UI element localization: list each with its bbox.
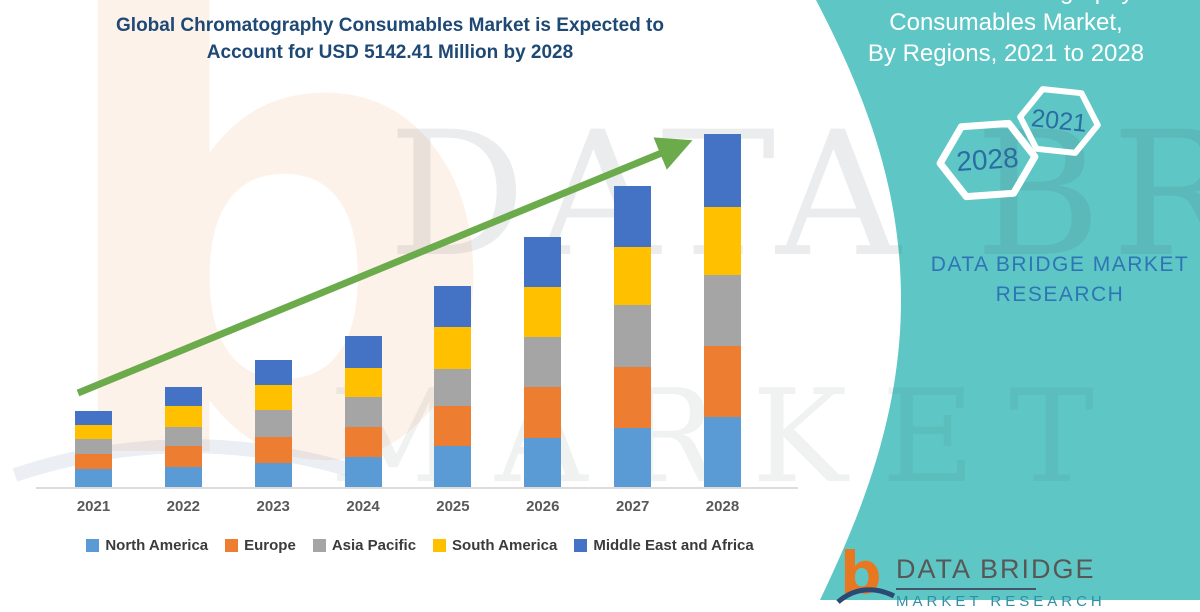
bar-2028-asia-pacific bbox=[703, 274, 741, 346]
bar-2023-europe bbox=[254, 436, 292, 463]
legend-item-north-america: North America bbox=[86, 537, 208, 554]
bar-2027-europe bbox=[614, 366, 652, 428]
bar-2026-north-america bbox=[524, 437, 562, 487]
bar-2021-middle-east-and-africa bbox=[75, 410, 112, 426]
bar-2024-europe bbox=[344, 427, 382, 457]
bar-2028-north-america bbox=[703, 416, 741, 487]
hexagon-2028-icon bbox=[936, 119, 1039, 201]
bar-2028-middle-east-and-africa bbox=[703, 134, 741, 207]
bar-2024-asia-pacific bbox=[344, 397, 382, 427]
bar-2027-middle-east-and-africa bbox=[614, 185, 652, 247]
side-panel-brand-text: DATA BRIDGE MARKET RESEARCH bbox=[920, 250, 1200, 310]
bar-2028-south-america bbox=[703, 206, 741, 275]
bar-2021-south-america bbox=[75, 425, 112, 440]
chart-title-line1: Global Chromatography Consumables Market… bbox=[116, 15, 664, 36]
bar-2023-middle-east-and-africa bbox=[254, 360, 292, 386]
bar-2026-south-america bbox=[524, 286, 562, 337]
footer-logo-title: DATA BRIDGE bbox=[896, 554, 1096, 584]
legend-item-europe: Europe bbox=[225, 537, 296, 554]
x-axis-label-2027: 2027 bbox=[615, 498, 650, 515]
bar-2021-europe bbox=[75, 454, 112, 470]
bar-2027-south-america bbox=[614, 246, 652, 305]
side-panel-heading-line2: By Regions, 2021 to 2028 bbox=[867, 40, 1145, 67]
x-axis-label-2022: 2022 bbox=[166, 498, 201, 515]
legend-swatch-icon bbox=[225, 539, 239, 552]
legend-label: South America bbox=[452, 537, 558, 554]
legend-swatch-icon bbox=[86, 539, 100, 552]
side-panel-heading-clipped-line: Global Chromatography bbox=[818, 0, 1194, 7]
bar-2026-middle-east-and-africa bbox=[524, 236, 562, 287]
bar-2024-middle-east-and-africa bbox=[344, 335, 382, 368]
legend-swatch-icon bbox=[433, 539, 447, 552]
side-panel-heading: Global Chromatography Consumables Market… bbox=[818, 0, 1194, 69]
bar-2027-asia-pacific bbox=[614, 304, 652, 367]
logo-swoosh-icon bbox=[836, 587, 896, 604]
legend-label: North America bbox=[105, 537, 209, 554]
legend-swatch-icon bbox=[574, 539, 588, 552]
legend-label: Asia Pacific bbox=[331, 537, 417, 554]
legend-item-asia-pacific: Asia Pacific bbox=[312, 537, 417, 554]
hexagon-2021-icon bbox=[1017, 86, 1101, 156]
bar-2028-europe bbox=[703, 345, 741, 417]
chart-title: Global Chromatography Consumables Market… bbox=[40, 12, 740, 66]
legend-swatch-icon bbox=[312, 539, 326, 552]
bar-2023-south-america bbox=[254, 385, 292, 410]
x-axis-label-2021: 2021 bbox=[76, 498, 111, 515]
footer-logo-rule bbox=[896, 588, 1036, 590]
bar-2022-europe bbox=[164, 446, 202, 467]
x-axis-label-2028: 2028 bbox=[705, 498, 740, 515]
legend-label: Europe bbox=[244, 537, 296, 554]
brand-line1: DATA BRIDGE MARKET bbox=[930, 253, 1190, 276]
bar-2022-south-america bbox=[164, 406, 202, 427]
bar-2025-south-america bbox=[434, 327, 472, 369]
bar-2025-middle-east-and-africa bbox=[434, 286, 472, 328]
x-axis-line bbox=[36, 487, 798, 489]
x-axis-label-2026: 2026 bbox=[526, 498, 560, 515]
bar-2025-north-america bbox=[434, 446, 472, 487]
bar-2022-asia-pacific bbox=[164, 426, 202, 447]
bar-2024-north-america bbox=[344, 457, 382, 487]
legend-item-middle-east-and-africa: Middle East and Africa bbox=[574, 537, 754, 554]
bar-2027-north-america bbox=[614, 427, 652, 487]
chart-legend: North America Europe Asia Pacific South Ame… bbox=[40, 537, 800, 554]
bar-2022-middle-east-and-africa bbox=[164, 386, 202, 407]
side-panel-heading-line1: Consumables Market, bbox=[889, 9, 1123, 36]
bar-2025-europe bbox=[434, 406, 472, 447]
bar-2023-north-america bbox=[254, 462, 292, 487]
bar-2026-asia-pacific bbox=[524, 336, 562, 387]
bar-2021-north-america bbox=[75, 469, 112, 487]
brand-line2: RESEARCH bbox=[995, 283, 1125, 306]
x-axis-label-2025: 2025 bbox=[436, 498, 470, 515]
chart-title-line2: Account for USD 5142.41 Million by 2028 bbox=[206, 42, 574, 63]
bar-2022-north-america bbox=[164, 466, 202, 487]
legend-label: Middle East and Africa bbox=[593, 537, 754, 554]
bar-2021-asia-pacific bbox=[75, 439, 112, 455]
bar-2026-europe bbox=[524, 386, 562, 438]
legend-item-south-america: South America bbox=[433, 537, 557, 554]
x-axis-label-2023: 2023 bbox=[256, 498, 290, 515]
bar-2024-south-america bbox=[344, 367, 382, 397]
x-axis-label-2024: 2024 bbox=[346, 498, 380, 515]
bar-2023-asia-pacific bbox=[254, 409, 292, 437]
bar-2025-asia-pacific bbox=[434, 368, 472, 407]
